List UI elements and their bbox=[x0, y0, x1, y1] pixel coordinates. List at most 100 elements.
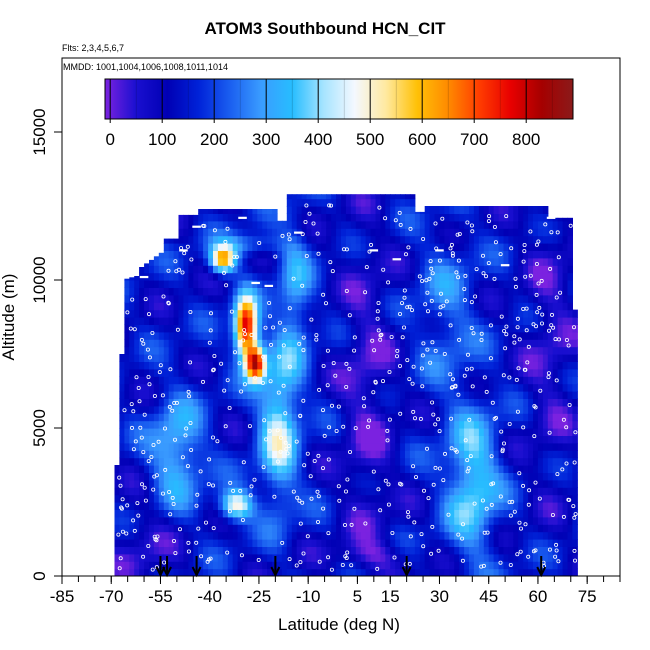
sample-point bbox=[141, 341, 146, 346]
heatmap-cell bbox=[518, 294, 524, 303]
heatmap-cell bbox=[542, 487, 549, 496]
heatmap-cell bbox=[449, 487, 455, 496]
heatmap-cell bbox=[227, 287, 234, 296]
heatmap-cell bbox=[464, 561, 470, 570]
heatmap-cell bbox=[149, 302, 155, 311]
sample-point bbox=[507, 421, 512, 426]
heatmap-cell bbox=[552, 265, 559, 274]
heatmap-cell bbox=[247, 228, 253, 237]
heatmap-cell bbox=[478, 450, 485, 459]
heatmap-cell bbox=[124, 494, 130, 503]
heatmap-cell bbox=[395, 472, 401, 481]
heatmap-cell bbox=[385, 265, 391, 274]
heatmap-cell bbox=[542, 272, 549, 281]
heatmap-cell bbox=[444, 413, 450, 422]
sample-point bbox=[212, 353, 217, 358]
heatmap-cell bbox=[149, 420, 155, 429]
heatmap-cell bbox=[395, 494, 401, 503]
heatmap-cell bbox=[429, 220, 436, 229]
heatmap-cell bbox=[518, 354, 524, 362]
heatmap-cell bbox=[168, 516, 175, 525]
heatmap-cell bbox=[562, 324, 569, 333]
heatmap-cell bbox=[464, 361, 470, 370]
heatmap-cell bbox=[208, 331, 214, 340]
heatmap-cell bbox=[459, 539, 465, 547]
heatmap-cell bbox=[281, 361, 288, 370]
heatmap-cell bbox=[542, 420, 549, 429]
heatmap-cell bbox=[173, 553, 180, 562]
heatmap-cell bbox=[262, 568, 268, 576]
heatmap-cell bbox=[567, 457, 573, 466]
heatmap-cell bbox=[473, 553, 480, 562]
heatmap-cell bbox=[405, 383, 411, 392]
heatmap-cell bbox=[198, 391, 204, 399]
heatmap-cell bbox=[336, 250, 342, 259]
heatmap-cell bbox=[153, 272, 160, 281]
heatmap-cell bbox=[562, 413, 569, 422]
heatmap-cell bbox=[449, 420, 455, 429]
sample-point bbox=[316, 251, 321, 256]
heatmap-cell bbox=[163, 494, 170, 503]
heatmap-cell bbox=[267, 435, 273, 444]
heatmap-cell bbox=[321, 450, 327, 459]
heatmap-cell bbox=[237, 442, 244, 451]
heatmap-cell bbox=[188, 398, 194, 407]
heatmap-cell bbox=[188, 428, 194, 436]
heatmap-cell bbox=[237, 435, 244, 444]
heatmap-cell bbox=[537, 220, 544, 229]
heatmap-cell bbox=[429, 494, 436, 503]
heatmap-cell bbox=[557, 228, 564, 237]
heatmap-cell bbox=[291, 516, 298, 525]
heatmap-cell bbox=[478, 420, 485, 429]
heatmap-cell bbox=[198, 309, 204, 318]
heatmap-cell bbox=[518, 516, 524, 525]
heatmap-cell bbox=[523, 561, 529, 570]
heatmap-cell bbox=[341, 465, 347, 473]
heatmap-cell bbox=[286, 324, 293, 333]
heatmap-cell bbox=[547, 220, 554, 229]
heatmap-cell bbox=[232, 413, 239, 422]
heatmap-cell bbox=[424, 331, 431, 340]
heatmap-cell bbox=[296, 302, 303, 311]
heatmap-cell bbox=[217, 531, 224, 540]
sample-point bbox=[373, 380, 378, 385]
heatmap-cell bbox=[547, 217, 554, 222]
heatmap-cell bbox=[237, 428, 244, 436]
sample-point bbox=[327, 425, 332, 430]
heatmap-cell bbox=[326, 494, 332, 503]
sample-point bbox=[537, 496, 542, 501]
heatmap-cell bbox=[365, 194, 372, 200]
sample-point bbox=[305, 534, 310, 539]
heatmap-cell bbox=[272, 450, 278, 459]
heatmap-cell bbox=[464, 376, 470, 385]
heatmap-cell bbox=[134, 324, 140, 333]
heatmap-cell bbox=[247, 361, 253, 370]
heatmap-cell bbox=[395, 487, 401, 496]
heatmap-cell bbox=[193, 294, 199, 303]
heatmap-cell bbox=[345, 428, 352, 436]
heatmap-cell bbox=[552, 472, 559, 481]
heatmap-cell bbox=[533, 568, 539, 576]
heatmap-cell bbox=[267, 317, 273, 325]
heatmap-cell bbox=[557, 524, 564, 533]
heatmap-cell bbox=[316, 442, 322, 451]
heatmap-cell bbox=[341, 435, 347, 444]
heatmap-cell bbox=[213, 272, 219, 281]
heatmap-cell bbox=[409, 194, 416, 200]
sample-point bbox=[210, 483, 215, 488]
heatmap-cell bbox=[341, 265, 347, 274]
heatmap-cell bbox=[247, 294, 253, 303]
heatmap-cell bbox=[567, 272, 573, 281]
heatmap-cell bbox=[444, 502, 450, 510]
heatmap-cell bbox=[405, 561, 411, 570]
sample-point bbox=[261, 354, 266, 359]
heatmap-cell bbox=[508, 487, 514, 496]
heatmap-cell bbox=[208, 235, 214, 244]
heatmap-cell bbox=[242, 354, 248, 362]
heatmap-cell bbox=[409, 531, 416, 540]
heatmap-cell bbox=[277, 302, 283, 311]
heatmap-cell bbox=[360, 265, 367, 274]
heatmap-cell bbox=[119, 420, 125, 429]
heatmap-cell bbox=[518, 257, 524, 266]
heatmap-cell bbox=[503, 561, 509, 570]
